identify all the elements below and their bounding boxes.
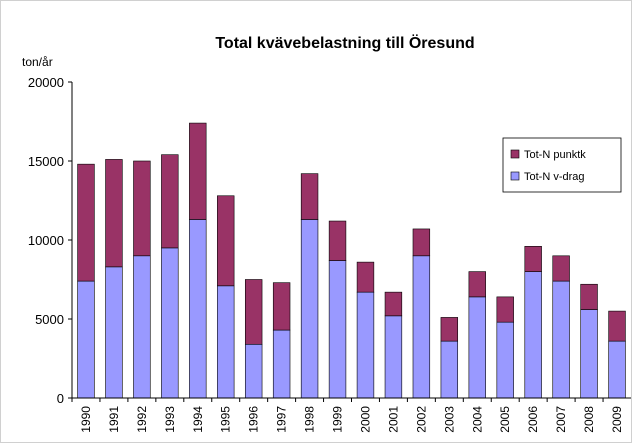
bar-segment: [328, 220, 347, 261]
x-tick-label: 2005: [498, 406, 512, 433]
x-tick-label: 2000: [358, 406, 372, 433]
bar-segment: [77, 280, 95, 399]
bar-segment: [328, 260, 347, 399]
x-tick-label: 1998: [303, 406, 317, 433]
bar-segment: [552, 280, 570, 399]
bar-segment: [384, 315, 403, 399]
x-tick-label: 2001: [386, 406, 400, 433]
bar-segment: [244, 279, 263, 345]
bar-segment: [468, 271, 486, 298]
bar-segment: [133, 255, 151, 399]
bar-segment: [580, 283, 598, 310]
bar-segment: [496, 296, 514, 323]
x-tick-label: 1992: [135, 406, 149, 433]
bar-segment: [552, 255, 570, 282]
x-tick-label: 2006: [526, 406, 540, 433]
legend-box: [502, 137, 622, 193]
x-tick-label: 1994: [191, 406, 205, 433]
x-tick-label: 1996: [247, 406, 261, 433]
y-tick-label: 5000: [35, 312, 64, 327]
bar-segment: [580, 309, 598, 399]
x-tick-label: 1991: [107, 406, 121, 433]
legend-label: Tot-N v-drag: [524, 171, 585, 183]
x-tick-label: 2008: [582, 406, 596, 433]
x-tick-label: 1993: [163, 406, 177, 433]
bar-segment: [77, 163, 95, 282]
bar-segment: [244, 343, 263, 399]
x-tick-label: 2004: [470, 406, 484, 433]
y-tick-label: 0: [57, 391, 64, 406]
bar-segment: [440, 317, 459, 342]
bar-segment: [217, 285, 235, 399]
x-tick-label: 1990: [79, 406, 93, 433]
bar-segment: [217, 195, 235, 287]
bar-segment: [105, 159, 123, 268]
x-tick-label: 1997: [275, 406, 289, 433]
y-tick-label: 20000: [28, 75, 64, 90]
bar-segment: [496, 321, 514, 399]
bar-segment: [412, 228, 431, 257]
y-tick-label: 15000: [28, 154, 64, 169]
bar-segment: [356, 291, 375, 399]
bar-segment: [412, 255, 431, 399]
bar-segment: [608, 340, 626, 399]
legend-swatch: [510, 171, 520, 181]
bar-segment: [384, 291, 403, 317]
chart-title: Total kvävebelastning till Öresund: [215, 33, 474, 52]
bar-segment: [189, 219, 207, 399]
bar-segment: [161, 154, 179, 249]
x-tick-label: 2003: [442, 406, 456, 433]
bar-segment: [133, 160, 151, 257]
x-tick-label: 2009: [610, 406, 624, 433]
x-tick-label: 1995: [219, 406, 233, 433]
bar-segment: [189, 122, 207, 220]
bar-segment: [468, 296, 486, 399]
legend-swatch: [510, 149, 520, 159]
y-tick-label: 10000: [28, 233, 64, 248]
y-axis-label: ton/år: [22, 55, 53, 69]
bar-segment: [524, 271, 542, 399]
bar-segment: [608, 310, 626, 342]
bar-segment: [300, 173, 319, 220]
bar-segment: [300, 219, 319, 399]
x-tick-label: 2002: [414, 406, 428, 433]
bar-segment: [161, 247, 179, 399]
bar-segment: [524, 246, 542, 272]
x-tick-label: 1999: [331, 406, 345, 433]
bar-segment: [272, 282, 291, 331]
bar-segment: [272, 329, 291, 399]
bar-segment: [356, 261, 375, 293]
x-tick-label: 2007: [554, 406, 568, 433]
bar-segment: [105, 266, 123, 399]
bar-segment: [440, 340, 459, 399]
legend-label: Tot-N punktk: [524, 149, 586, 161]
